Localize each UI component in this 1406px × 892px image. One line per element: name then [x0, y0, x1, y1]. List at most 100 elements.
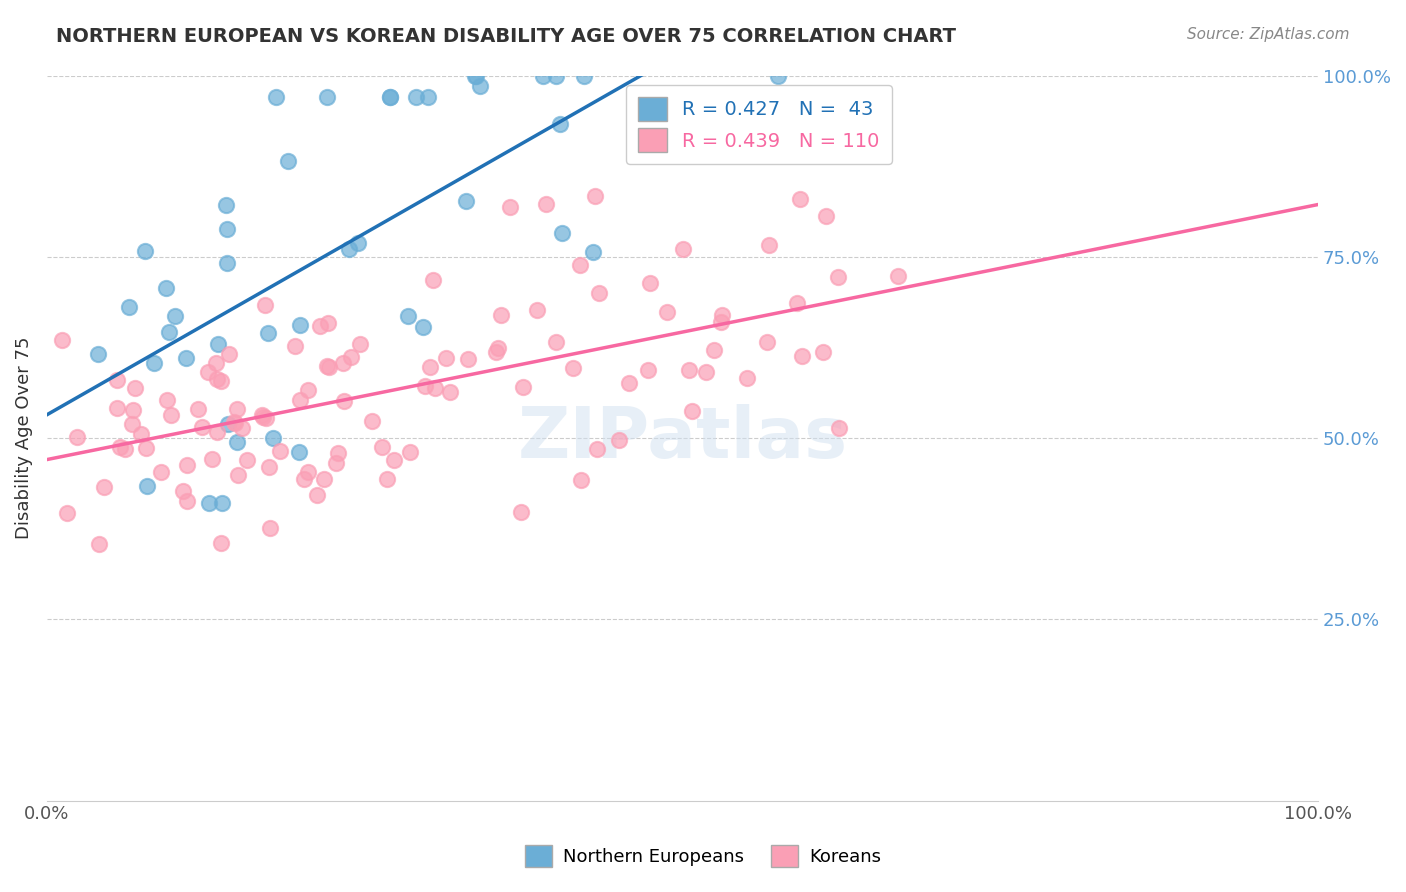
- Koreans: [562, 361, 585, 376]
- Northern Europeans: [143, 356, 166, 370]
- Koreans: [294, 472, 316, 486]
- Koreans: [129, 426, 152, 441]
- Northern Europeans: [470, 79, 492, 94]
- Northern Europeans: [215, 198, 238, 212]
- Koreans: [222, 415, 245, 429]
- Koreans: [108, 440, 131, 454]
- Northern Europeans: [277, 154, 299, 169]
- Koreans: [638, 277, 661, 291]
- Koreans: [534, 196, 557, 211]
- Koreans: [657, 305, 679, 319]
- Koreans: [135, 441, 157, 455]
- Koreans: [105, 401, 128, 415]
- Koreans: [51, 333, 73, 347]
- Northern Europeans: [198, 495, 221, 509]
- Koreans: [224, 417, 246, 431]
- Northern Europeans: [174, 351, 197, 365]
- Koreans: [312, 472, 335, 486]
- Koreans: [325, 456, 347, 470]
- Koreans: [756, 335, 779, 350]
- Koreans: [156, 393, 179, 408]
- Koreans: [121, 417, 143, 431]
- Northern Europeans: [118, 300, 141, 314]
- Koreans: [695, 365, 717, 379]
- Northern Europeans: [582, 245, 605, 260]
- Koreans: [735, 370, 758, 384]
- Northern Europeans: [157, 325, 180, 339]
- Koreans: [349, 337, 371, 351]
- Koreans: [485, 345, 508, 359]
- Koreans: [56, 506, 79, 520]
- Northern Europeans: [531, 69, 554, 83]
- Koreans: [201, 451, 224, 466]
- Northern Europeans: [134, 244, 156, 259]
- Koreans: [269, 443, 291, 458]
- Koreans: [254, 411, 277, 425]
- Koreans: [617, 376, 640, 391]
- Koreans: [160, 408, 183, 422]
- Koreans: [316, 359, 339, 373]
- Koreans: [205, 372, 228, 386]
- Koreans: [887, 269, 910, 284]
- Koreans: [510, 505, 533, 519]
- Northern Europeans: [339, 243, 361, 257]
- Koreans: [569, 258, 592, 272]
- Koreans: [250, 408, 273, 422]
- Koreans: [226, 468, 249, 483]
- Koreans: [703, 343, 725, 358]
- Koreans: [176, 458, 198, 473]
- Northern Europeans: [464, 69, 486, 83]
- Koreans: [197, 365, 219, 379]
- Koreans: [544, 334, 567, 349]
- Koreans: [114, 442, 136, 456]
- Koreans: [65, 430, 87, 444]
- Koreans: [585, 442, 607, 457]
- Koreans: [489, 308, 512, 322]
- Koreans: [105, 373, 128, 387]
- Koreans: [326, 446, 349, 460]
- Northern Europeans: [464, 69, 486, 83]
- Northern Europeans: [418, 90, 440, 104]
- Koreans: [87, 537, 110, 551]
- Koreans: [425, 381, 447, 395]
- Koreans: [124, 381, 146, 395]
- Y-axis label: Disability Age Over 75: Disability Age Over 75: [15, 337, 32, 540]
- Northern Europeans: [405, 90, 427, 104]
- Koreans: [297, 465, 319, 479]
- Koreans: [284, 339, 307, 353]
- Koreans: [209, 374, 232, 388]
- Koreans: [526, 303, 548, 318]
- Koreans: [419, 359, 441, 374]
- Northern Europeans: [574, 69, 596, 83]
- Koreans: [681, 403, 703, 417]
- Northern Europeans: [346, 236, 368, 251]
- Text: NORTHERN EUROPEAN VS KOREAN DISABILITY AGE OVER 75 CORRELATION CHART: NORTHERN EUROPEAN VS KOREAN DISABILITY A…: [56, 27, 956, 45]
- Koreans: [758, 238, 780, 252]
- Koreans: [814, 209, 837, 223]
- Text: ZIPatlas: ZIPatlas: [517, 403, 848, 473]
- Northern Europeans: [768, 69, 790, 83]
- Koreans: [191, 419, 214, 434]
- Koreans: [187, 401, 209, 416]
- Koreans: [122, 402, 145, 417]
- Koreans: [678, 363, 700, 377]
- Koreans: [361, 414, 384, 428]
- Northern Europeans: [225, 434, 247, 449]
- Koreans: [671, 242, 693, 256]
- Koreans: [225, 401, 247, 416]
- Koreans: [637, 363, 659, 377]
- Koreans: [235, 453, 257, 467]
- Northern Europeans: [315, 90, 337, 104]
- Koreans: [209, 536, 232, 550]
- Koreans: [172, 484, 194, 499]
- Koreans: [307, 488, 329, 502]
- Northern Europeans: [163, 310, 186, 324]
- Koreans: [218, 347, 240, 361]
- Northern Europeans: [136, 479, 159, 493]
- Koreans: [150, 465, 173, 479]
- Northern Europeans: [550, 117, 572, 131]
- Legend: Northern Europeans, Koreans: Northern Europeans, Koreans: [517, 838, 889, 874]
- Koreans: [786, 295, 808, 310]
- Koreans: [316, 316, 339, 330]
- Northern Europeans: [288, 445, 311, 459]
